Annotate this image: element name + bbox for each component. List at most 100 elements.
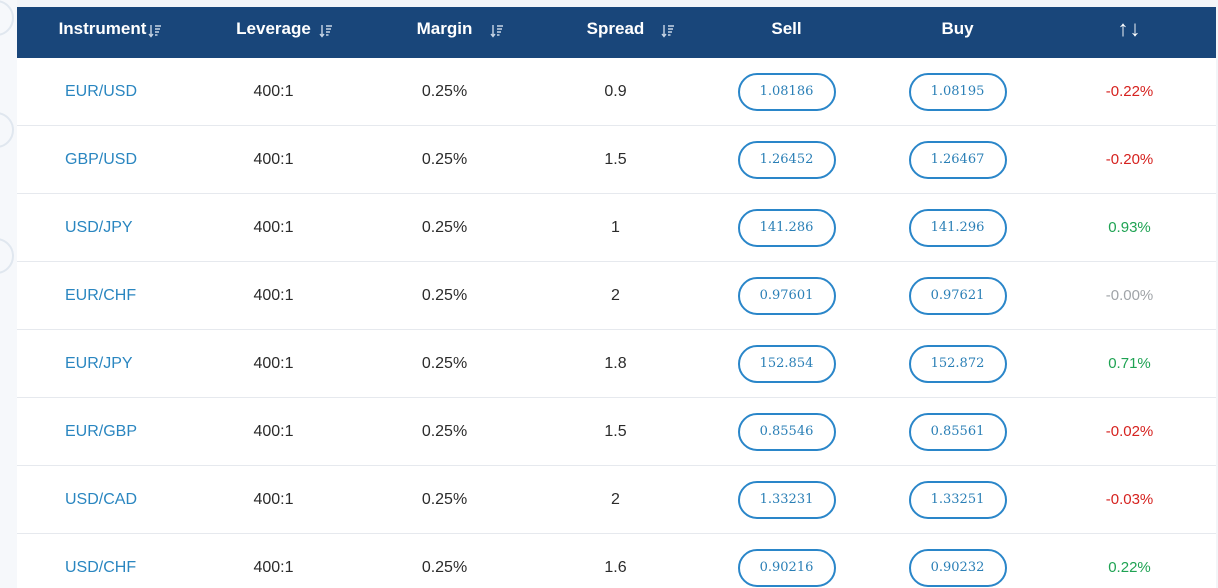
change-value: 0.22% [1108, 559, 1151, 576]
spread-cell: 1.8 [604, 354, 627, 372]
sort-descending-icon[interactable] [319, 24, 333, 38]
sell-price-button[interactable]: 1.33231 [737, 480, 836, 519]
header-buy: Buy [872, 7, 1043, 58]
decorative-coin-icon [0, 112, 14, 148]
margin-cell: 0.25% [421, 286, 468, 304]
leverage-cell: 400:1 [253, 354, 294, 372]
change-value: -0.00% [1105, 287, 1154, 304]
header-label: Margin [416, 18, 473, 38]
table-row[interactable]: USD/CAD 400:1 0.25% 2 1.33231 1.33251 -0.03% [17, 466, 1216, 534]
table-row[interactable]: USD/CHF 400:1 0.25% 1.6 0.90216 0.90232 0.22% [17, 534, 1216, 588]
sell-price-button[interactable]: 0.97601 [737, 276, 836, 315]
instrument-link[interactable]: EUR/CHF [65, 286, 137, 304]
instrument-cell: USD/CAD [17, 466, 188, 533]
decorative-coin-icon [0, 0, 14, 36]
spread-cell: 1.6 [604, 558, 627, 576]
change-value: -0.20% [1105, 151, 1154, 168]
change-cell: -0.00% [1043, 262, 1216, 329]
table-row[interactable]: USD/JPY 400:1 0.25% 1 141.286 141.296 0.93% [17, 194, 1216, 262]
sell-cell: 141.286 [701, 194, 872, 261]
buy-price-button[interactable]: 0.85561 [908, 412, 1007, 451]
instrument-link[interactable]: EUR/GBP [65, 422, 138, 440]
sell-price-button[interactable]: 141.286 [737, 208, 836, 247]
spread-cell: 1.5 [604, 150, 627, 168]
buy-price-button[interactable]: 152.872 [908, 344, 1007, 383]
margin-cell: 0.25% [421, 558, 468, 576]
leverage-cell: 400:1 [253, 286, 294, 304]
buy-price-button[interactable]: 1.33251 [908, 480, 1007, 519]
table-header: Instrument Leverage Margin Spread [17, 7, 1216, 58]
header-margin[interactable]: Margin [359, 7, 530, 58]
leverage-cell: 400:1 [253, 82, 294, 100]
spread-cell: 1.5 [604, 422, 627, 440]
table-body: EUR/USD 400:1 0.25% 0.9 1.08186 1.08195 -0.22%… [17, 58, 1216, 588]
leverage-cell: 400:1 [253, 218, 294, 236]
sell-cell: 0.90216 [701, 534, 872, 588]
spread-cell: 2 [611, 490, 620, 508]
instrument-link[interactable]: USD/CHF [65, 558, 137, 576]
instrument-cell: USD/CHF [17, 534, 188, 588]
change-cell: -0.02% [1043, 398, 1216, 465]
sell-price-button[interactable]: 152.854 [737, 344, 836, 383]
leverage-cell: 400:1 [253, 422, 294, 440]
buy-price-button[interactable]: 0.90232 [908, 548, 1007, 587]
change-value: -0.22% [1105, 83, 1154, 100]
up-down-arrows-icon[interactable]: ↑↓ [1117, 15, 1142, 41]
sell-cell: 1.08186 [701, 58, 872, 125]
header-sell: Sell [701, 7, 872, 58]
table-row[interactable]: GBP/USD 400:1 0.25% 1.5 1.26452 1.26467 -0.20% [17, 126, 1216, 194]
sort-descending-icon[interactable] [661, 24, 675, 38]
header-label: Spread [586, 18, 645, 38]
instrument-link[interactable]: USD/CAD [65, 490, 138, 508]
sort-descending-icon[interactable] [490, 24, 504, 38]
sell-price-button[interactable]: 1.08186 [737, 72, 836, 111]
buy-cell: 0.85561 [872, 398, 1043, 465]
margin-cell: 0.25% [421, 82, 468, 100]
margin-cell: 0.25% [421, 354, 468, 372]
buy-price-button[interactable]: 1.08195 [908, 72, 1007, 111]
change-value: -0.03% [1105, 491, 1154, 508]
buy-cell: 1.26467 [872, 126, 1043, 193]
buy-price-button[interactable]: 0.97621 [908, 276, 1007, 315]
change-value: -0.02% [1105, 423, 1154, 440]
background-decoration [0, 0, 17, 588]
header-label: Leverage [236, 18, 311, 38]
buy-cell: 152.872 [872, 330, 1043, 397]
change-cell: -0.22% [1043, 58, 1216, 125]
sell-price-button[interactable]: 0.90216 [737, 548, 836, 587]
buy-cell: 0.97621 [872, 262, 1043, 329]
table-row[interactable]: EUR/JPY 400:1 0.25% 1.8 152.854 152.872 0.71% [17, 330, 1216, 398]
instrument-link[interactable]: EUR/USD [65, 82, 138, 100]
header-instrument[interactable]: Instrument [17, 7, 188, 58]
change-cell: 0.71% [1043, 330, 1216, 397]
header-spread[interactable]: Spread [530, 7, 701, 58]
header-leverage[interactable]: Leverage [188, 7, 359, 58]
table-row[interactable]: EUR/CHF 400:1 0.25% 2 0.97601 0.97621 -0.00% [17, 262, 1216, 330]
instrument-cell: USD/JPY [17, 194, 188, 261]
instruments-table: Instrument Leverage Margin Spread [17, 7, 1216, 588]
sell-price-button[interactable]: 0.85546 [737, 412, 836, 451]
header-label: Sell [771, 18, 802, 38]
instrument-link[interactable]: USD/JPY [65, 218, 133, 236]
buy-cell: 0.90232 [872, 534, 1043, 588]
instrument-link[interactable]: GBP/USD [65, 150, 138, 168]
table-row[interactable]: EUR/USD 400:1 0.25% 0.9 1.08186 1.08195 -0.22% [17, 58, 1216, 126]
sort-descending-icon[interactable] [148, 24, 162, 38]
header-change[interactable]: ↑↓ [1043, 7, 1216, 58]
change-value: 0.93% [1108, 219, 1151, 236]
buy-price-button[interactable]: 1.26467 [908, 140, 1007, 179]
instrument-link[interactable]: EUR/JPY [65, 354, 133, 372]
sell-price-button[interactable]: 1.26452 [737, 140, 836, 179]
leverage-cell: 400:1 [253, 558, 294, 576]
decorative-coin-icon [0, 238, 14, 274]
spread-cell: 1 [611, 218, 620, 236]
buy-price-button[interactable]: 141.296 [908, 208, 1007, 247]
instrument-cell: EUR/USD [17, 58, 188, 125]
table-row[interactable]: EUR/GBP 400:1 0.25% 1.5 0.85546 0.85561 -0.02% [17, 398, 1216, 466]
change-cell: -0.20% [1043, 126, 1216, 193]
margin-cell: 0.25% [421, 218, 468, 236]
buy-cell: 1.08195 [872, 58, 1043, 125]
change-cell: -0.03% [1043, 466, 1216, 533]
margin-cell: 0.25% [421, 490, 468, 508]
